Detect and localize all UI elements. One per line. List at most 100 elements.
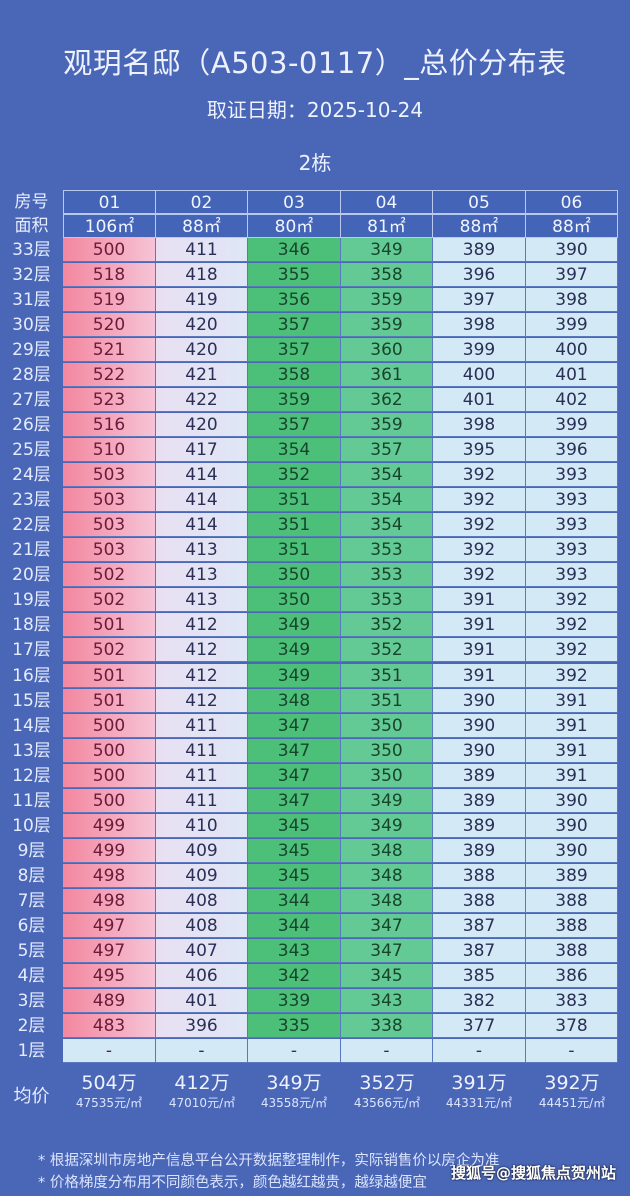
cell-room-01: 500	[63, 713, 156, 738]
cell-room-03: 351	[248, 513, 341, 538]
row-label: 13层	[12, 740, 51, 761]
table-row: 4层 495 406 342 345 385 386	[0, 963, 630, 989]
row-label: 29层	[12, 340, 51, 361]
average-unit-price: 47010元/㎡	[168, 1096, 236, 1110]
cell-room-05: 388	[433, 863, 526, 888]
cell-room-06: 391	[526, 738, 618, 763]
cell-room-04: 353	[341, 563, 433, 588]
cell-room-04: 348	[341, 863, 433, 888]
average-total: 352万	[359, 1072, 415, 1094]
cell-room-02: 413	[156, 588, 248, 613]
cell-room-06: 399	[526, 413, 618, 438]
cell-room-04: 353	[341, 538, 433, 563]
cell-room-06: 396	[526, 438, 618, 463]
cell-room-05: 389	[433, 813, 526, 838]
table-row: 22层 503 414 351 354 392 393	[0, 513, 630, 538]
cell-room-04: 351	[341, 663, 433, 688]
row-label: 27层	[12, 390, 51, 411]
cell-room-06: 393	[526, 513, 618, 538]
cell-room-03: 354	[248, 438, 341, 463]
cell-room-06: 397	[526, 263, 618, 288]
cell-room-06: 402	[526, 388, 618, 413]
row-label: 4层	[17, 965, 46, 986]
cell-room-06: 378	[526, 1013, 618, 1038]
cell-room-04: 352	[341, 638, 433, 663]
table-row: 33层 500 411 346 349 389 390	[0, 238, 630, 263]
cell-room-06: 392	[526, 663, 618, 688]
table-row: 25层 510 417 354 357 395 396	[0, 438, 630, 463]
cell-room-02: 401	[156, 988, 248, 1013]
cell-room-03: 350	[248, 563, 341, 588]
cell-room-05: 392	[433, 463, 526, 488]
cell-room-01: 502	[63, 588, 156, 613]
cell-room-06: 393	[526, 563, 618, 588]
cell-room-01: 501	[63, 613, 156, 638]
row-label: 30层	[12, 315, 51, 336]
cell-room-05: 401	[433, 388, 526, 413]
cell-room-04: 349	[341, 238, 433, 262]
cell-room-06: 390	[526, 788, 618, 813]
row-label: 14层	[12, 715, 51, 736]
row-label: 18层	[12, 615, 51, 636]
cell-room-03: 349	[248, 663, 341, 688]
table-row: 26层 516 420 357 359 398 399	[0, 413, 630, 438]
watermark: 搜狐号@搜狐焦点贺州站	[450, 1164, 616, 1182]
table-row: 3层 489 401 339 343 382 383	[0, 988, 630, 1014]
cell-room-03: 358	[248, 363, 341, 388]
average-unit-price: 43558元/㎡	[260, 1096, 328, 1110]
cell-room-05: 389	[433, 788, 526, 813]
cell-room-03: 357	[248, 413, 341, 438]
cell-room-01: 497	[63, 913, 156, 938]
cell-room-03: 347	[248, 713, 341, 738]
table-row: 16层 501 412 349 351 391 392	[0, 663, 630, 689]
cell-room-01: 503	[63, 488, 156, 513]
average-room-03: 349万 43558元/㎡	[248, 1072, 340, 1111]
cell-room-01: 489	[63, 988, 156, 1013]
cell-room-04: 345	[341, 963, 433, 988]
row-label: 15层	[12, 690, 51, 711]
cell-room-06: 393	[526, 538, 618, 563]
average-unit-price: 44451元/㎡	[538, 1096, 606, 1110]
cell-room-06: 392	[526, 613, 618, 638]
cell-room-05: 396	[433, 263, 526, 288]
row-label: 21层	[12, 540, 51, 561]
header-room-row: 房号 01 02 03 04 05 06	[0, 190, 630, 215]
row-label: 11层	[12, 790, 51, 811]
cell-room-03: 352	[248, 463, 341, 488]
cell-room-04: 357	[341, 438, 433, 463]
cell-room-04: 343	[341, 988, 433, 1013]
page-title: 观玥名邸（A503-0117）_总价分布表	[63, 46, 567, 80]
cell-room-04: 347	[341, 913, 433, 938]
cell-room-01: 106㎡	[63, 214, 156, 238]
row-label: 28层	[12, 365, 51, 386]
cell-room-02: 412	[156, 688, 248, 713]
average-room-02: 412万 47010元/㎡	[156, 1072, 248, 1111]
cell-room-05: 387	[433, 913, 526, 938]
cell-room-01: 518	[63, 263, 156, 288]
cell-room-05: 389	[433, 763, 526, 788]
cell-room-01: 510	[63, 438, 156, 463]
cell-room-01: 503	[63, 538, 156, 563]
table-row: 27层 523 422 359 362 401 402	[0, 388, 630, 413]
table-row: 28层 522 421 358 361 400 401	[0, 363, 630, 388]
cell-room-05: 389	[433, 238, 526, 262]
table-row: 20层 502 413 350 353 392 393	[0, 563, 630, 588]
cell-room-01: 01	[63, 190, 156, 214]
cell-room-03: 345	[248, 838, 341, 863]
table-row: 32层 518 418 355 358 396 397	[0, 263, 630, 288]
cell-room-04: 350	[341, 738, 433, 763]
cell-room-03: 349	[248, 638, 341, 663]
cell-room-01: 483	[63, 1013, 156, 1038]
average-unit-price: 43566元/㎡	[353, 1096, 421, 1110]
row-label: 25层	[12, 440, 51, 461]
cell-room-01: 500	[63, 788, 156, 813]
cell-room-02: 417	[156, 438, 248, 463]
average-price-row: 均价 504万 47535元/㎡ 412万 47010元/㎡ 349万 43558元/㎡ 3…	[0, 1072, 630, 1122]
row-label: 9层	[17, 840, 46, 861]
cell-room-02: 418	[156, 263, 248, 288]
notes: * 根据深圳市房地产信息平台公开数据整理制作，实际销售价以房企为准 * 价格梯度…	[38, 1150, 499, 1194]
cell-room-02: 407	[156, 938, 248, 963]
row-label: 2层	[17, 1015, 46, 1036]
average-total: 412万	[174, 1072, 230, 1094]
cell-room-02: 409	[156, 838, 248, 863]
